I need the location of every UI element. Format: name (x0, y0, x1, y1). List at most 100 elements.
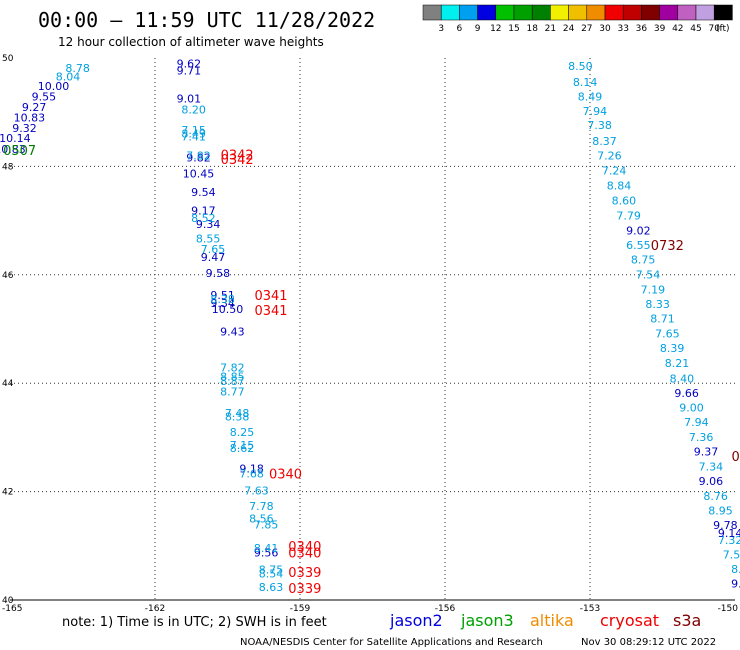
x-tick-label: -159 (290, 604, 311, 614)
colorbar-label: 15 (508, 24, 519, 34)
wave-height-point: 7.48 (225, 407, 250, 420)
wave-height-point: 8.71 (650, 313, 675, 326)
colorbar-label: 42 (672, 24, 683, 34)
wave-height-values: 8.788.0410.009.559.2710.839.3210.1410.83… (0, 57, 740, 605)
colorbar-swatch (659, 4, 679, 21)
wave-height-point: 7.36 (689, 431, 714, 444)
wave-height-point: 9.01 (177, 93, 202, 106)
colorbar-swatch (677, 4, 697, 21)
x-tick-label: -150 (718, 604, 739, 614)
wave-height-point: 8.49 (181, 127, 206, 140)
x-tick-label: -153 (580, 604, 600, 614)
wave-height-point: 9.17 (191, 204, 216, 217)
wave-height-point: 8.33 (645, 298, 670, 311)
wave-height-point: 7.24 (602, 165, 627, 178)
colorbar-swatch (422, 4, 442, 21)
colorbar-legend: 3 6 9 12 15 18 21 24 27 30 33 36 39 42 45 70(ft) (422, 4, 733, 34)
colorbar-label: 18 (526, 24, 538, 34)
pass-time-label: 0339 (288, 582, 321, 597)
wave-height-point: 8.50 (568, 60, 593, 73)
wave-height-point: 9.0 (731, 578, 740, 591)
wave-height-point: 10.00 (38, 80, 70, 93)
colorbar-label: 21 (545, 24, 556, 34)
colorbar-label: 45 (690, 24, 701, 34)
wave-height-point: 7.82 (186, 150, 211, 163)
colorbar-swatch (459, 4, 478, 21)
wave-height-point: 7.65 (655, 327, 680, 340)
colorbar-unit: (ft) (716, 24, 730, 34)
satellite-legend-item: altika (530, 611, 574, 630)
y-tick-label: 42 (2, 488, 13, 498)
y-tick-label: 40 (2, 596, 14, 606)
colorbar-swatch (513, 4, 533, 21)
pass-time-label: 0341 (254, 304, 287, 319)
wave-height-point: 8.20 (181, 103, 206, 116)
colorbar-swatch (495, 4, 515, 21)
y-tick-label: 50 (2, 54, 14, 64)
pass-time-label: 0339 (288, 566, 321, 581)
colorbar-swatch (695, 4, 715, 21)
wave-height-point: 8.95 (708, 505, 733, 518)
pass-time-label: 0732 (651, 239, 684, 254)
satellite-legend-item: jason3 (460, 611, 514, 630)
map-grid (10, 58, 735, 600)
wave-height-point: 8.38 (225, 410, 250, 423)
wave-height-point: 9.18 (239, 462, 264, 475)
colorbar-label: 39 (654, 24, 666, 34)
pass-time-label: 0340 (269, 468, 302, 483)
wave-height-point: 7.68 (239, 468, 264, 481)
wave-height-point: 9.14 (718, 527, 740, 540)
wave-height-point: 7.34 (699, 461, 724, 474)
wave-height-point: 10.14 (0, 132, 31, 145)
wave-height-point: 9.66 (674, 387, 699, 400)
wave-height-point: 8.55 (196, 232, 221, 245)
wave-height-point: 7.41 (181, 131, 206, 144)
colorbar-swatch (531, 4, 551, 21)
colorbar-label: 27 (581, 24, 592, 34)
pass-time-label: 0341 (254, 289, 287, 304)
colorbar-label: 3 (438, 24, 444, 34)
wave-height-point: 9.55 (32, 90, 57, 103)
wave-height-point: 7.63 (244, 485, 269, 498)
colorbar-swatch (550, 4, 569, 21)
wave-height-point: 10.83 (14, 112, 46, 125)
footer-note: note: 1) Time is in UTC; 2) SWH is in fe… (62, 615, 327, 630)
wave-height-point: 8.60 (612, 195, 637, 208)
colorbar-swatch (622, 4, 642, 21)
wave-height-point: 9.82 (186, 152, 211, 165)
x-tick-label: -165 (2, 604, 22, 614)
satellite-legend-item: jason2 (389, 611, 443, 630)
y-tick-label: 44 (2, 379, 14, 389)
wave-height-point: 9.71 (177, 64, 202, 77)
wave-height-point: 7.38 (587, 119, 612, 132)
wave-height-point: 8.56 (249, 513, 274, 526)
colorbar-swatch (440, 4, 460, 21)
satellite-legend-item: s3a (673, 611, 701, 630)
wave-height-point: 8.75 (259, 564, 284, 577)
pass-time-label: 0342 (221, 153, 254, 168)
wave-height-point: 8.25 (230, 426, 255, 439)
wave-height-point: 7.32 (718, 534, 740, 547)
wave-height-point: 9.32 (12, 122, 37, 135)
colorbar-swatch (713, 4, 733, 21)
wave-height-point: 8.63 (259, 581, 284, 594)
wave-height-point: 9.62 (177, 57, 202, 70)
colorbar-swatch (568, 4, 588, 21)
wave-height-point: 8.37 (592, 135, 617, 148)
colorbar-label: 24 (563, 24, 575, 34)
wave-height-point: 8.14 (573, 76, 598, 89)
colorbar-label: 6 (457, 24, 463, 34)
wave-height-point: 9.34 (210, 297, 235, 310)
wave-height-point: 9.34 (196, 218, 221, 231)
wave-height-point: 10.83 (0, 143, 26, 156)
wave-height-point: 7.19 (641, 283, 666, 296)
wave-height-point: 6.55 (626, 239, 651, 252)
colorbar-label: 36 (636, 24, 648, 34)
wave-height-point: 9.47 (201, 251, 226, 264)
y-tick-label: 48 (2, 162, 14, 172)
satellite-legend-item: cryosat (600, 611, 659, 630)
wave-height-point: 8.38 (210, 293, 235, 306)
wave-height-point: 7.54 (636, 268, 661, 281)
wave-height-point: 7.82 (220, 361, 245, 374)
